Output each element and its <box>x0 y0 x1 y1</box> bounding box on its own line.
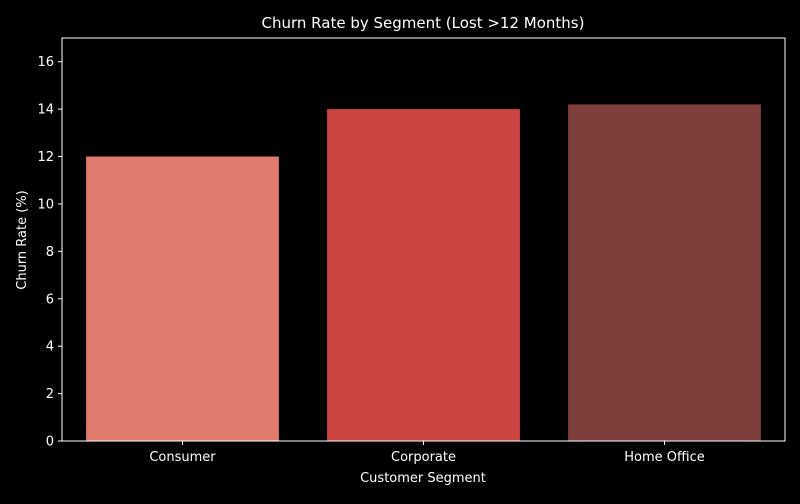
axes-frame <box>61 37 786 442</box>
x-tick-label: Consumer <box>149 450 216 465</box>
chart-title: Churn Rate by Segment (Lost >12 Months) <box>262 14 585 32</box>
y-tick-label: 6 <box>46 292 54 307</box>
x-ticks-group: Consumer Corporate Home Office <box>149 441 705 465</box>
y-tick-label: 16 <box>37 55 54 70</box>
y-axis-label: Churn Rate (%) <box>15 190 30 289</box>
y-tick-label: 14 <box>37 103 54 118</box>
x-axis-label: Customer Segment <box>360 471 486 486</box>
y-tick-label: 8 <box>46 245 54 260</box>
bar-corporate <box>327 109 520 441</box>
bar-consumer <box>86 156 279 441</box>
y-tick-label: 12 <box>37 150 54 165</box>
y-tick-label: 10 <box>37 197 54 212</box>
bar-home-office <box>568 104 761 442</box>
y-tick-label: 0 <box>46 435 54 450</box>
y-tick-label: 2 <box>46 387 54 402</box>
y-tick-label: 4 <box>46 340 54 355</box>
x-tick-label: Home Office <box>624 450 704 465</box>
x-tick-label: Corporate <box>391 450 456 465</box>
y-ticks-group: 0 2 4 6 8 10 12 14 16 <box>37 55 62 450</box>
bars-group <box>86 104 761 442</box>
